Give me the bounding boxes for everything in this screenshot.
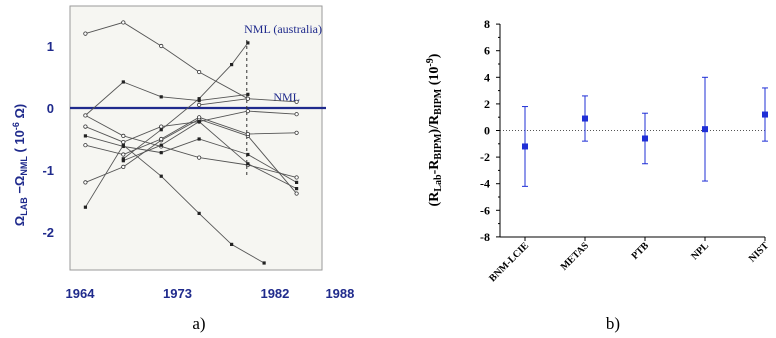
category-label: BNM-LCIE (487, 240, 531, 284)
data-point (121, 143, 125, 147)
data-point (83, 124, 88, 129)
data-point (246, 41, 250, 45)
panel-a-label: a) (192, 314, 205, 333)
data-point (294, 191, 299, 196)
data-point (294, 99, 299, 104)
y-tick-label: 1 (47, 39, 54, 54)
data-point (197, 102, 202, 108)
chart-b-ylabel: (RLab-RBIPM)/RBIPM (10-9) (425, 53, 444, 206)
data-point (294, 175, 299, 180)
data-point (159, 124, 164, 129)
x-tick-label: 1964 (66, 286, 96, 301)
data-point (582, 115, 588, 122)
data-point (159, 128, 163, 132)
data-point (83, 143, 88, 148)
data-point (159, 43, 164, 49)
data-point (159, 174, 163, 178)
data-point (197, 211, 201, 215)
data-point (121, 157, 125, 161)
data-point (522, 143, 528, 150)
y-tick-label: 2 (484, 97, 490, 111)
data-point (197, 120, 201, 124)
data-point (83, 205, 88, 209)
data-point (83, 113, 88, 118)
chart-b-category-labels: BNM-LCIE METAS PTB NPL NIST (487, 237, 771, 284)
data-point (294, 112, 299, 117)
data-point (121, 140, 126, 145)
y-tick-label: -8 (480, 230, 490, 244)
y-tick-label: 0 (484, 124, 490, 138)
data-point (121, 133, 126, 138)
series-line (85, 144, 265, 264)
data-point (197, 69, 202, 75)
y-tick-label: -4 (480, 177, 490, 191)
data-point (230, 242, 234, 246)
data-point (245, 131, 250, 137)
chart-b: 8 6 4 2 0 -2 -4 -6 -8 BNM-LCIE METAS PTB NPL NIST (R… (425, 17, 771, 333)
data-point (83, 134, 88, 138)
series-line (85, 116, 297, 155)
chart-a-plot-area (69, 5, 323, 271)
data-point (121, 20, 126, 25)
data-point (159, 136, 164, 142)
data-point (197, 137, 201, 141)
data-point (159, 143, 163, 147)
data-point (262, 261, 266, 265)
data-point (121, 80, 125, 84)
data-point (246, 162, 250, 166)
data-point (159, 95, 163, 99)
x-tick-label: 1982 (260, 286, 289, 301)
data-point (197, 155, 202, 160)
data-point (121, 152, 126, 157)
data-point (197, 98, 201, 103)
y-tick-label: -6 (480, 203, 490, 217)
x-tick-label: 1988 (325, 286, 354, 301)
y-tick-label: -1 (42, 163, 54, 178)
x-tick-label: 1973 (163, 286, 192, 301)
chart-a: NML NML (australia) 1964 1973 1982 1988 10-… (11, 5, 355, 333)
chart-a-series (83, 20, 299, 265)
chart-a-y-ticks: 1 0 -1 -2 (42, 39, 54, 240)
y-tick-label: 0 (47, 101, 54, 116)
nml-australia-label: NML (australia) (244, 22, 322, 36)
data-point (245, 109, 250, 114)
series-line (85, 135, 297, 183)
data-point (83, 180, 88, 185)
data-point (702, 126, 708, 133)
data-point (121, 164, 126, 169)
series-line (85, 118, 297, 194)
category-label: NPL (689, 240, 711, 262)
y-tick-label: 8 (484, 17, 490, 31)
category-label: PTB (630, 240, 652, 262)
category-label: METAS (559, 240, 592, 273)
chart-b-points (522, 76, 768, 187)
data-point (121, 159, 125, 163)
y-tick-label: -2 (480, 150, 490, 164)
series-line (85, 110, 297, 143)
data-point (83, 31, 88, 36)
data-point (245, 96, 250, 101)
chart-b-y-ticks: 8 6 4 2 0 -2 -4 -6 -8 (480, 17, 500, 244)
data-point (159, 151, 163, 155)
y-tick-label: 6 (484, 44, 490, 58)
data-point (197, 115, 202, 120)
data-point (762, 111, 768, 118)
data-point (230, 63, 234, 67)
y-tick-label: 4 (484, 70, 490, 84)
data-point (197, 97, 201, 101)
category-label: NIST (747, 240, 772, 265)
panel-b-label: b) (606, 314, 620, 333)
y-tick-label: -2 (42, 225, 54, 240)
data-point (295, 187, 299, 191)
chart-a-ylabel: ΩLAB −ΩNML ( 10-6 Ω) (11, 104, 29, 226)
data-point (294, 130, 299, 135)
data-point (642, 135, 648, 142)
chart-a-x-ticks: 1964 1973 1982 1988 (66, 286, 355, 301)
series-line (85, 115, 297, 178)
data-point (295, 180, 299, 184)
data-point (246, 92, 250, 96)
data-point (246, 152, 250, 157)
